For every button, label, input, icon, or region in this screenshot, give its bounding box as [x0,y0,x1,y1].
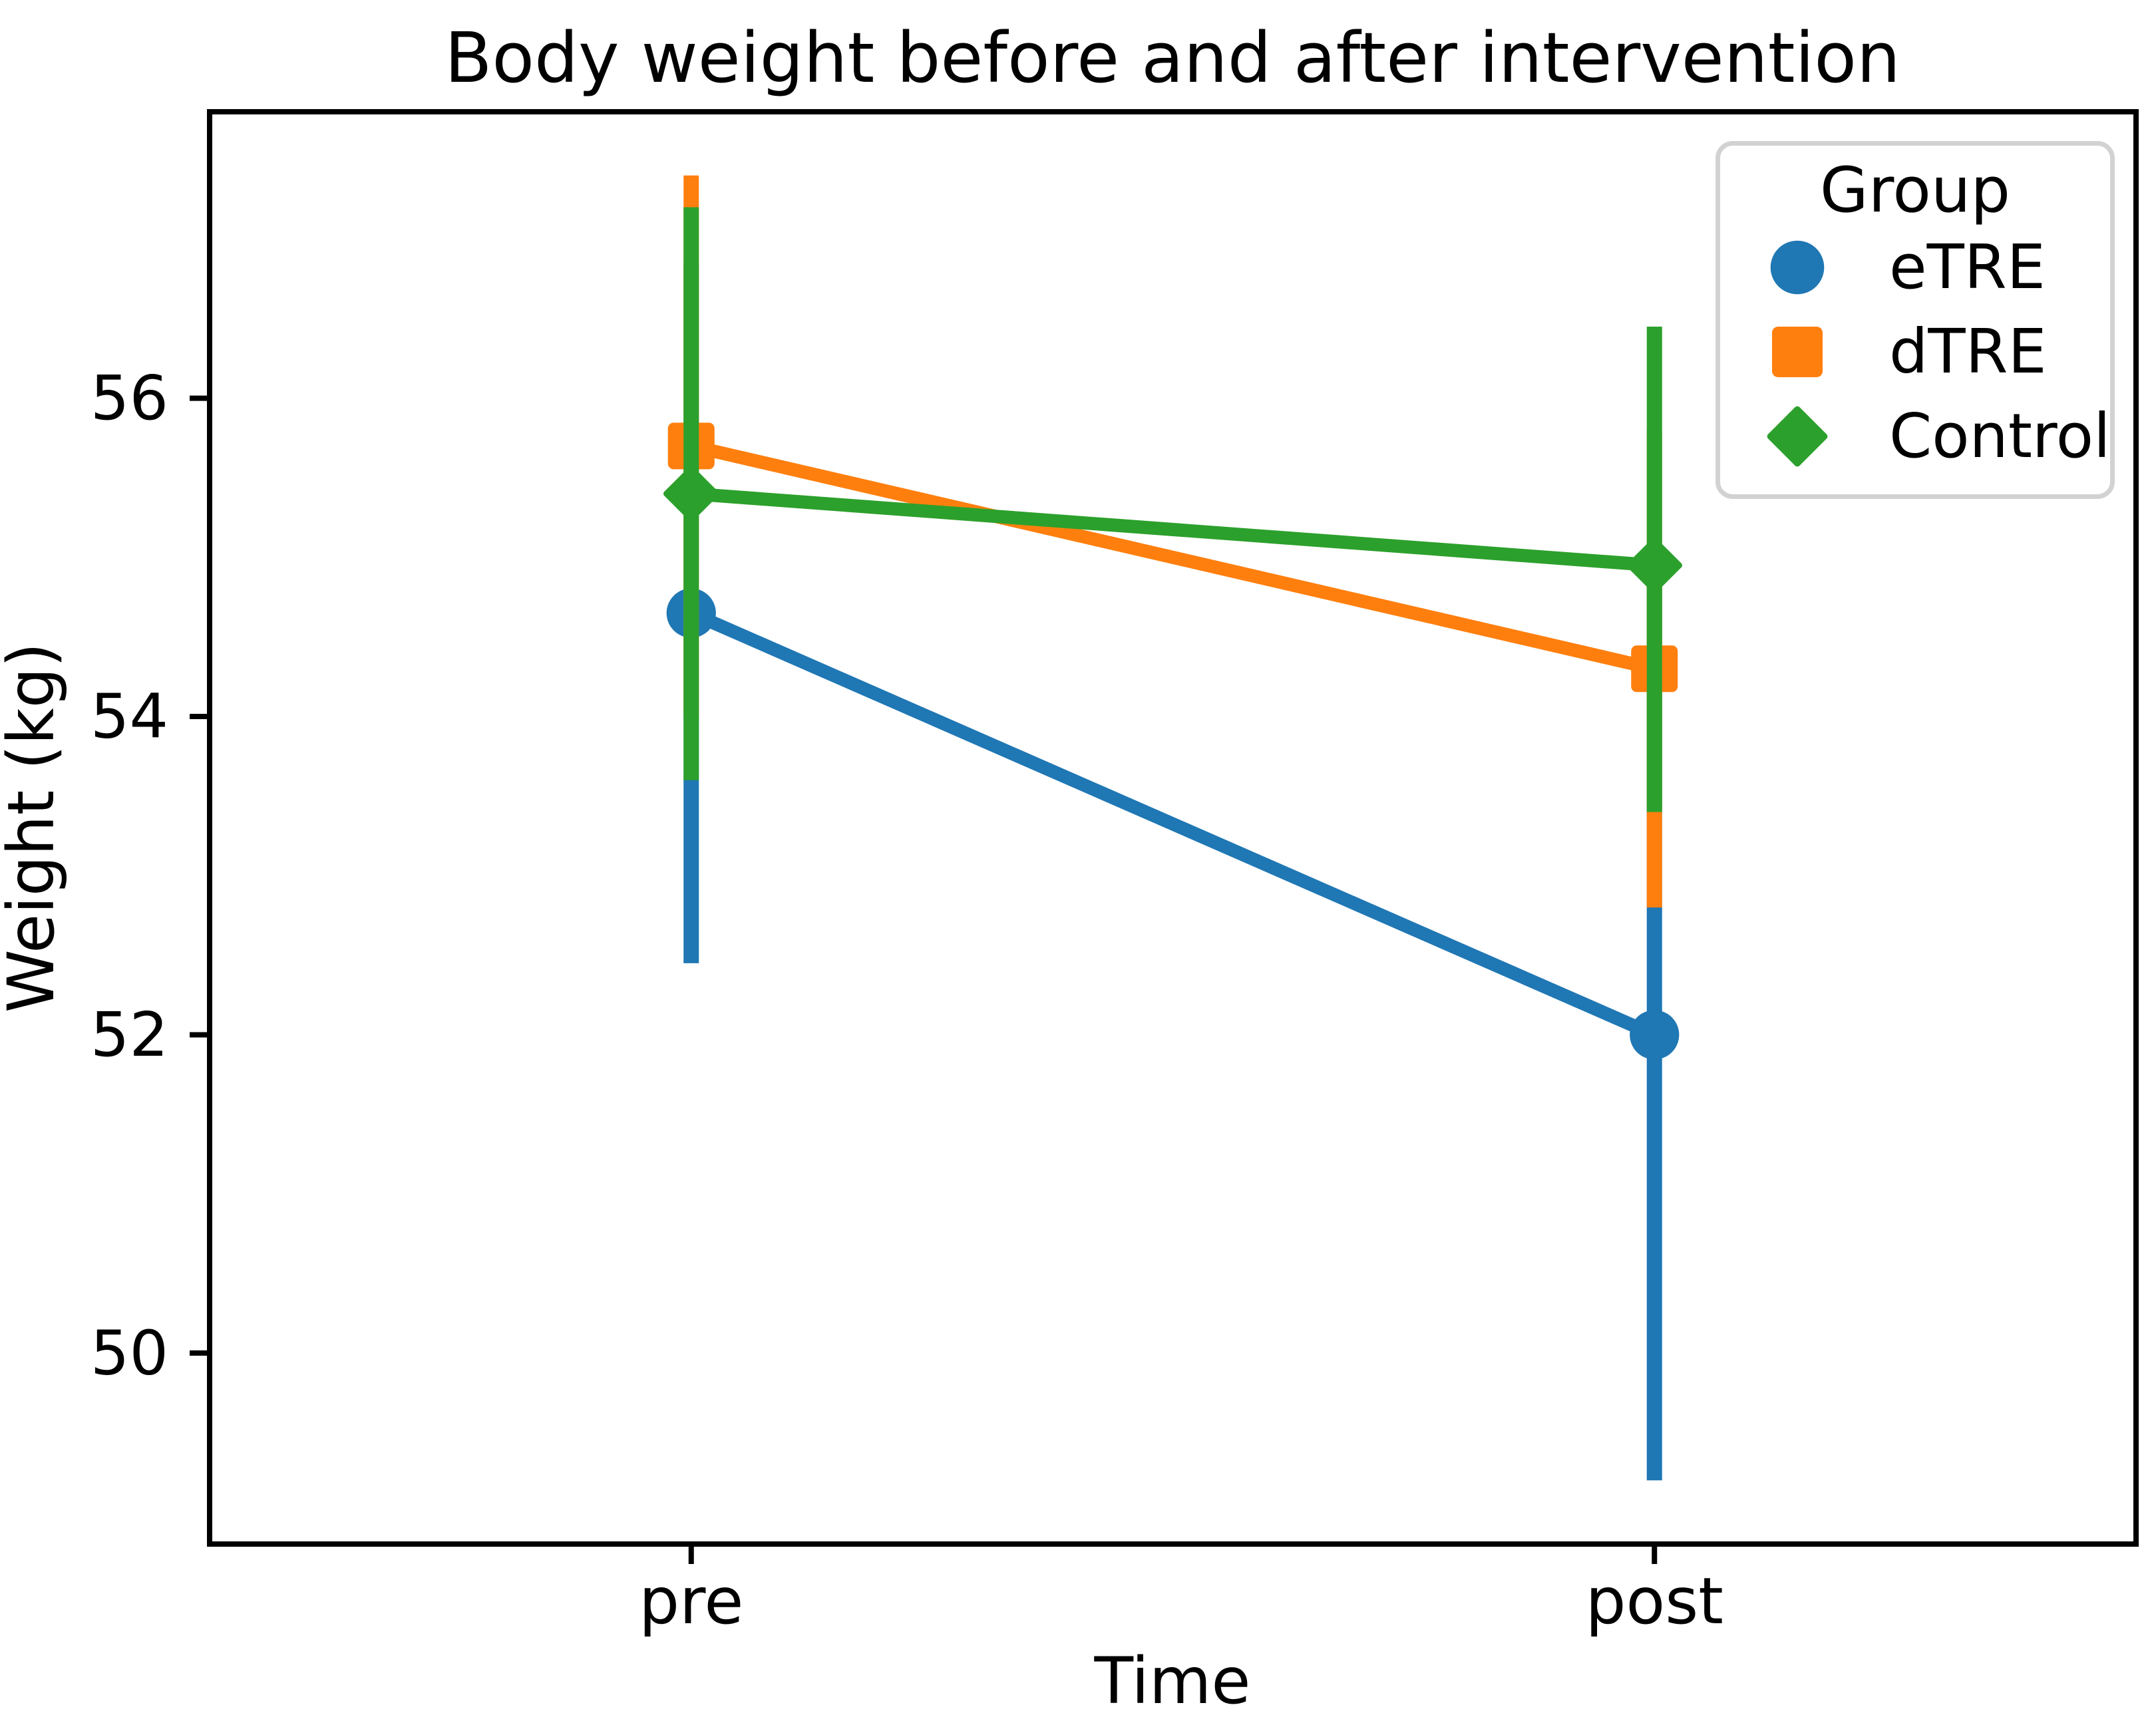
x-tick-label-pre: pre [639,1564,743,1639]
legend-label-Control: Control [1889,400,2111,472]
marker-eTRE-post [1630,1010,1680,1060]
diamond-glyph [1767,406,1828,467]
y-tick-label-54: 54 [90,681,168,752]
y-tick-label-56: 56 [90,363,168,434]
legend-entry-eTRE: eTRE [1720,225,2110,309]
axes-layer: 50 52 54 56 pre post [90,109,2139,1639]
legend-title: Group [1819,154,2011,227]
series-eTRE [666,263,1680,1481]
legend-label-dTRE: dTRE [1889,315,2047,387]
chart-title: Body weight before and after interventio… [445,17,1900,98]
circle-icon [1770,240,1825,295]
diamond-icon [1767,406,1828,467]
series-Control [663,207,1683,812]
circle-glyph [1770,240,1825,295]
marker-Control-post [1626,537,1683,593]
legend-label-eTRE: eTRE [1889,231,2046,303]
x-axis-label: Time [1094,1644,1251,1718]
legend-entry-Control: Control [1720,394,2111,478]
line-dTRE [689,439,1656,676]
y-tick-label-52: 52 [90,999,168,1070]
y-axis-label: Weight (kg) [0,643,69,1013]
legend-entry-dTRE: dTRE [1720,309,2110,394]
legend-entries: eTRE dTRE Control [1720,225,2111,478]
series-dTRE [667,175,1678,908]
square-glyph [1772,326,1823,377]
line-Control [691,487,1655,572]
plot-border [207,109,2139,1547]
legend: Group eTRE dTRE Control [1715,141,2115,499]
square-icon [1772,326,1823,377]
line-eTRE [688,607,1658,1041]
marker-Control-pre [663,466,719,522]
series-layer [663,175,1683,1481]
y-tick-label-50: 50 [90,1317,168,1388]
x-tick-label-post: post [1586,1564,1723,1639]
